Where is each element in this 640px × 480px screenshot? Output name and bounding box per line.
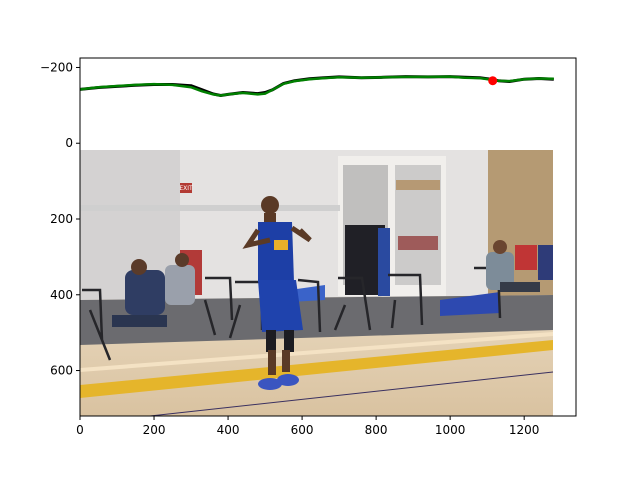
x-tick-label: 0 bbox=[76, 423, 84, 437]
y-tick-label: 0 bbox=[65, 136, 73, 150]
highlight-point bbox=[488, 76, 498, 86]
photo-player bbox=[242, 196, 312, 390]
x-axis: 0 200 400 600 800 1000 1200 bbox=[76, 416, 539, 437]
photo-exit-sign-text: EXIT bbox=[179, 185, 193, 192]
background-photo: EXIT bbox=[80, 150, 554, 416]
y-tick-label: 400 bbox=[50, 288, 73, 302]
x-tick-label: 1200 bbox=[509, 423, 540, 437]
plot-frame bbox=[79, 57, 577, 417]
series-line-1 bbox=[80, 75, 554, 97]
x-tick-label: 200 bbox=[143, 423, 166, 437]
x-tick-label: 1000 bbox=[435, 423, 466, 437]
y-tick-label: 600 bbox=[50, 364, 73, 378]
point-layer bbox=[488, 76, 498, 86]
y-tick-label: 200 bbox=[50, 212, 73, 226]
photo-exit-sign bbox=[180, 183, 192, 193]
x-tick-label: 400 bbox=[217, 423, 240, 437]
x-tick-label: 800 bbox=[365, 423, 388, 437]
y-axis: −200 0 200 400 600 bbox=[40, 60, 80, 378]
series-layer bbox=[80, 75, 554, 97]
y-tick-label: −200 bbox=[40, 60, 73, 74]
x-tick-label: 600 bbox=[291, 423, 314, 437]
